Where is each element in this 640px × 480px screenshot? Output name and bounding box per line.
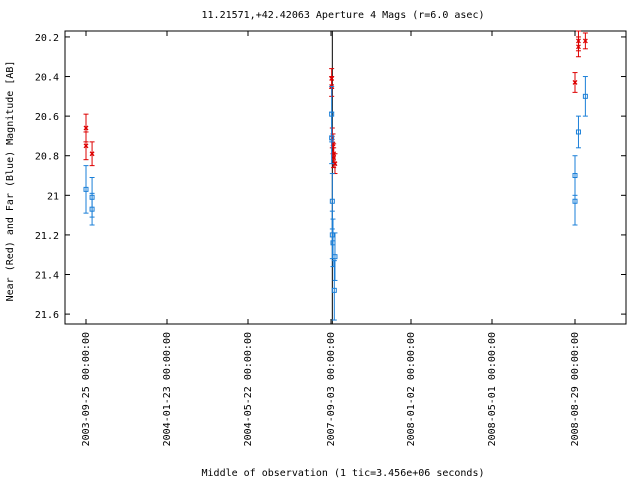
- x-tick-label: 2008-05-01 00:00:00: [487, 332, 498, 446]
- y-tick-label: 20.2: [35, 33, 59, 44]
- x-marker: [582, 38, 588, 44]
- far-point: [332, 232, 338, 281]
- square-marker: [332, 254, 338, 260]
- y-tick-label: 21.2: [35, 231, 59, 242]
- x-marker: [89, 151, 95, 157]
- y-axis-label: Near (Red) and Far (Blue) Magnitude [AB]: [5, 61, 16, 302]
- square-marker: [329, 198, 335, 204]
- x-tick-label: 2008-01-02 00:00:00: [406, 332, 417, 446]
- square-marker: [329, 232, 335, 238]
- y-tick-label: 20.8: [35, 152, 59, 163]
- x-marker: [575, 44, 581, 50]
- near-point: [83, 131, 89, 161]
- square-marker: [572, 198, 578, 204]
- y-tick-label: 21: [47, 191, 59, 202]
- y-tick-label: 21.6: [35, 310, 59, 321]
- far-point: [582, 76, 588, 117]
- y-tick-label: 20.6: [35, 112, 59, 123]
- y-tick-label: 21.4: [35, 271, 59, 282]
- far-point: [331, 260, 337, 321]
- square-marker: [83, 186, 89, 192]
- x-marker: [572, 80, 578, 85]
- near-point: [575, 36, 581, 58]
- far-point: [575, 115, 581, 149]
- near-point: [89, 141, 95, 167]
- plot-frame: [64, 30, 627, 325]
- y-tick-label: 20.4: [35, 73, 59, 84]
- x-marker: [83, 143, 89, 149]
- far-point: [329, 111, 335, 165]
- far-point: [83, 165, 89, 214]
- x-marker: [332, 161, 338, 167]
- square-marker: [89, 206, 95, 212]
- x-marker: [83, 125, 89, 131]
- far-point: [89, 192, 95, 226]
- square-marker: [329, 135, 335, 141]
- x-tick-label: 2004-05-22 00:00:00: [243, 332, 254, 446]
- x-tick-label: 2008-08-29 00:00:00: [570, 332, 581, 446]
- square-marker: [575, 129, 581, 135]
- x-tick-label: 2003-09-25 00:00:00: [81, 332, 92, 446]
- chart-title: 11.21571,+42.42063 Aperture 4 Mags (r=6.…: [202, 10, 485, 21]
- square-marker: [331, 287, 337, 293]
- near-point: [582, 32, 588, 50]
- x-axis-label: Middle of observation (1 tic=3.456e+06 s…: [202, 468, 485, 479]
- x-tick-label: 2007-09-03 00:00:00: [326, 332, 337, 446]
- far-point: [572, 177, 578, 226]
- near-point: [332, 153, 338, 175]
- far-point: [329, 210, 335, 260]
- square-marker: [582, 93, 588, 99]
- near-point: [572, 72, 578, 93]
- x-tick-label: 2004-01-23 00:00:00: [162, 332, 173, 446]
